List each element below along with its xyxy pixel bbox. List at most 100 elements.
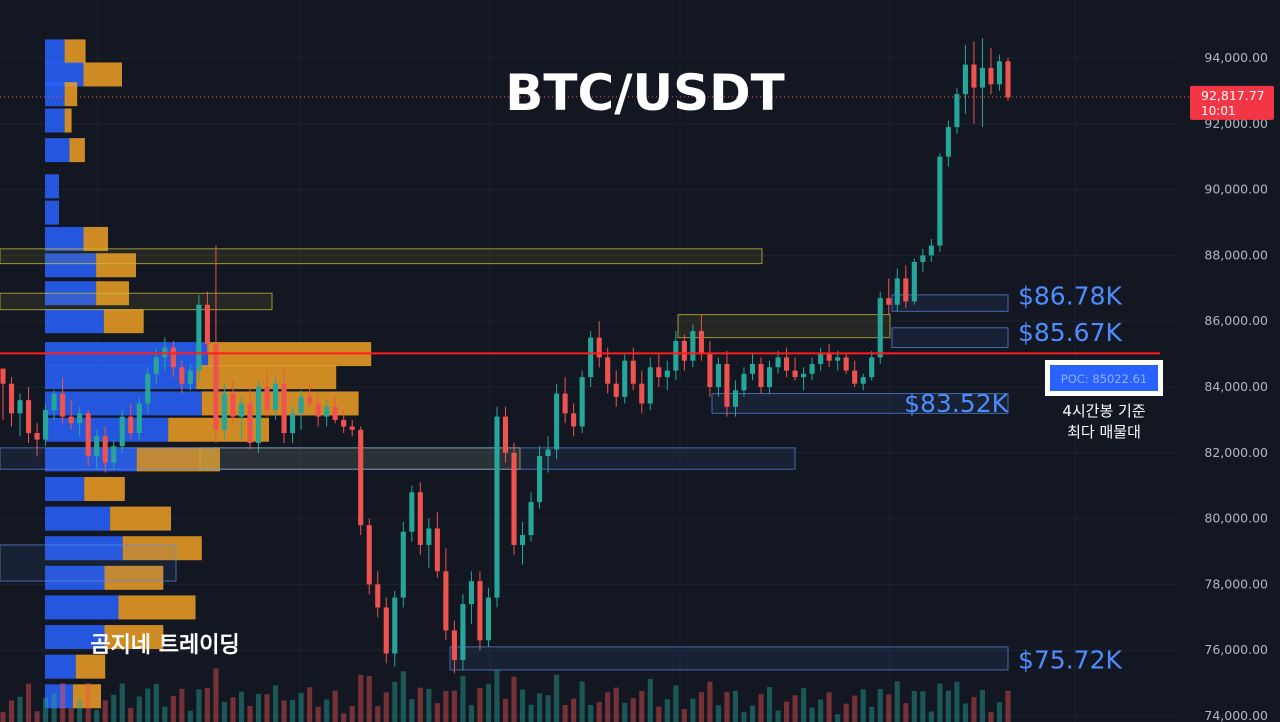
- candle-body: [85, 413, 91, 457]
- candle-body: [792, 370, 798, 378]
- candle-body: [758, 363, 764, 387]
- candle-body: [426, 528, 432, 545]
- last-price-badge: [1190, 85, 1274, 120]
- candle-body: [230, 393, 236, 417]
- candle-body: [196, 304, 202, 371]
- volume-bar: [673, 685, 679, 722]
- candle-body: [272, 383, 279, 411]
- vp-up-bar: [45, 476, 85, 501]
- candle-body: [8, 383, 15, 414]
- vp-up-bar: [45, 565, 105, 590]
- volume-bar: [409, 699, 415, 722]
- candle-body: [920, 255, 926, 262]
- candle-body: [349, 426, 355, 430]
- volume-bar: [196, 689, 202, 722]
- vp-up-bar: [45, 684, 73, 709]
- volume-bar: [886, 694, 892, 722]
- volume-bar: [213, 668, 219, 722]
- candle-body: [247, 403, 253, 443]
- candle-body: [213, 344, 219, 430]
- candle-body: [375, 584, 381, 608]
- volume-bar: [596, 702, 602, 722]
- volume-bar: [698, 692, 704, 722]
- candle-body: [741, 373, 747, 391]
- volume-bar: [247, 706, 253, 722]
- price-axis: 94,000.0092,000.0090,000.0088,000.0086,0…: [1190, 50, 1274, 722]
- vp-up-bar: [45, 253, 97, 278]
- volume-bar: [528, 704, 534, 722]
- vp-down-bar: [196, 365, 337, 390]
- level-label: $85.67K: [1018, 318, 1122, 347]
- candle-body: [451, 630, 457, 661]
- candle-body: [443, 571, 449, 631]
- volume-bar: [792, 695, 798, 722]
- vp-up-bar: [45, 625, 105, 650]
- candle-body: [341, 419, 347, 427]
- vp-down-bar: [83, 62, 122, 87]
- candle-body: [25, 400, 32, 434]
- candle-body: [996, 61, 1003, 85]
- candle-body: [579, 377, 585, 427]
- candle-body: [664, 370, 670, 378]
- candle-body: [494, 416, 500, 598]
- volume-bar: [903, 703, 909, 722]
- volume-bar: [1005, 690, 1011, 722]
- volume-bar: [238, 691, 245, 722]
- vp-up-bar: [45, 595, 119, 620]
- candle-body: [937, 156, 943, 246]
- candle-body: [971, 64, 977, 88]
- volume-bar: [639, 691, 645, 722]
- volume-bar: [468, 705, 474, 722]
- volume-bar: [766, 687, 773, 722]
- volume-bar: [290, 700, 296, 722]
- candle-body: [732, 390, 739, 407]
- axis-tick-label: 80,000.00: [1204, 511, 1268, 526]
- candle-body: [852, 370, 858, 384]
- candle-body: [511, 452, 517, 545]
- candle-body: [281, 383, 287, 434]
- candle-body: [298, 396, 304, 414]
- volume-profile: [45, 39, 372, 709]
- candle-body: [979, 67, 986, 88]
- volume-bar: [979, 690, 986, 722]
- vp-up-bar: [45, 138, 70, 163]
- volume-bar: [60, 683, 66, 722]
- candle-body: [749, 363, 756, 374]
- zone-box: [891, 327, 1009, 349]
- vp-down-bar: [201, 391, 359, 416]
- axis-tick-label: 76,000.00: [1204, 642, 1268, 657]
- vp-up-bar: [45, 536, 123, 561]
- volume-bar: [511, 676, 517, 722]
- volume-bar: [307, 687, 313, 722]
- candle-body: [903, 278, 909, 302]
- candle-body: [468, 581, 474, 605]
- volume-bar: [741, 711, 747, 722]
- zone-box: [0, 447, 796, 470]
- volume-bar: [801, 688, 807, 722]
- volume-bar: [281, 700, 287, 722]
- candle-body: [588, 337, 594, 378]
- volume-bar: [68, 708, 74, 722]
- volume-bar: [400, 671, 406, 722]
- volume-bar: [153, 683, 159, 722]
- vp-down-bar: [84, 476, 125, 501]
- volume-bar: [136, 696, 142, 722]
- candle-body: [988, 67, 994, 85]
- volume-bar: [34, 711, 40, 722]
- candle-body: [187, 370, 193, 384]
- volume-bar: [77, 699, 83, 722]
- volume-bar: [477, 688, 483, 722]
- volume-bar: [43, 697, 49, 722]
- candle-body: [945, 127, 951, 157]
- volume-bar: [204, 688, 210, 722]
- volume-bar: [818, 699, 824, 722]
- volume-bar: [502, 698, 509, 722]
- candle-body: [784, 357, 790, 371]
- volume-bar: [647, 678, 653, 722]
- volume-bar: [349, 706, 355, 722]
- candle-body: [818, 354, 824, 364]
- axis-tick-label: 90,000.00: [1204, 182, 1268, 197]
- volume-bar: [758, 694, 764, 722]
- candle-body: [332, 406, 338, 420]
- last-price-value: 92,817.77: [1201, 88, 1265, 103]
